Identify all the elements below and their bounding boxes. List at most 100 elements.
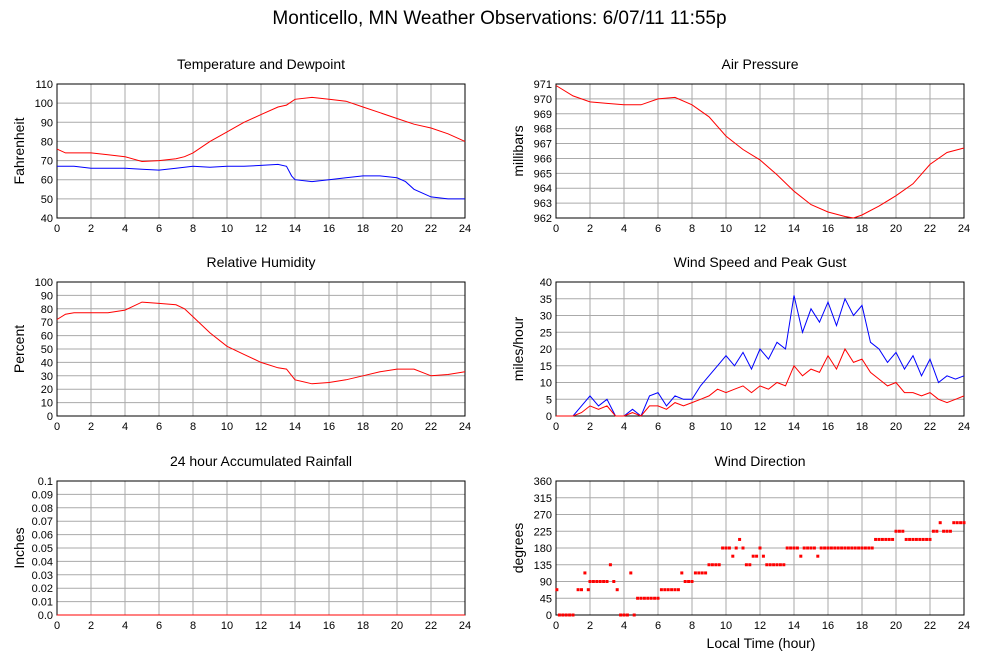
wind-direction-point [663,588,667,592]
wind-direction-point [826,546,830,550]
wind-direction-frame [555,480,965,616]
wind-direction-point [734,546,738,550]
wind-direction-point [700,571,704,575]
rainfall-ytick-label: 0.09 [32,489,53,501]
temperature-ytick-label: 110 [35,79,53,91]
humidity-ytick-label: 50 [41,344,53,356]
temperature-ytick-label: 40 [41,213,53,225]
wind-direction-xtick-label: 24 [958,620,970,632]
wind-direction-xtick-label: 0 [553,620,559,632]
wind-speed-title: Wind Speed and Peak Gust [674,254,847,270]
wind-direction-point [707,563,711,567]
wind-direction-point [619,613,623,617]
pressure-xtick-label: 0 [553,223,559,235]
wind-direction-point [710,563,714,567]
wind-direction-point [911,537,915,541]
rainfall-ytick-label: 0.04 [32,556,53,568]
temperature-xtick-label: 20 [391,223,403,235]
pressure-ytick-label: 970 [534,94,552,106]
wind-speed-ytick-label: 10 [540,378,552,390]
wind-direction-xtick-label: 10 [720,620,732,632]
wind-direction-point [731,554,735,558]
wind-direction-point [602,580,606,583]
wind-direction-xtick-label: 16 [822,620,834,632]
pressure-title: Air Pressure [721,56,798,72]
wind-direction-point [605,580,609,583]
wind-direction-point [683,580,687,583]
wind-direction-point [649,596,653,600]
pressure-xtick-label: 2 [587,223,593,235]
wind-direction-ytick-label: 270 [534,510,552,522]
wind-direction-point [555,588,559,592]
temperature-xtick-label: 0 [54,223,60,235]
wind-direction-point [833,546,837,550]
humidity-ytick-label: 40 [41,357,53,369]
temperature-ytick-label: 70 [41,156,53,168]
wind-direction-point [761,554,765,558]
rainfall-ytick-label: 0.01 [32,597,53,609]
wind-direction-point [659,588,663,592]
wind-direction-point [962,521,966,525]
page-title: Monticello, MN Weather Observations: 6/0… [272,8,727,29]
wind-direction-point [874,537,878,541]
humidity-series-1-line [56,301,466,385]
pressure-ytick-label: 967 [534,139,552,151]
wind-direction-point [802,546,806,550]
humidity-xtick-label: 6 [156,421,162,433]
wind-direction-point [942,529,946,533]
wind-direction-point [775,563,779,567]
rainfall-xtick-label: 6 [156,620,162,632]
wind-direction-point [846,546,850,550]
wind-speed-ytick-label: 0 [546,411,552,423]
wind-direction-point [632,613,636,617]
humidity-xtick-label: 4 [122,421,128,433]
wind-direction-point [880,537,884,541]
wind-speed-xtick-label: 20 [890,421,902,433]
pressure-xtick-label: 20 [890,223,902,235]
rainfall-ytick-label: 0.0 [38,610,53,622]
temperature-ytick-label: 50 [41,194,53,206]
wind-direction-xtick-label: 6 [655,620,661,632]
wind-direction-ytick-label: 0 [546,610,552,622]
wind-direction-point [850,546,854,550]
wind-direction-point [782,563,786,567]
wind-speed-frame [555,281,965,417]
wind-direction-title: Wind Direction [714,453,805,469]
rainfall-title: 24 hour Accumulated Rainfall [170,453,352,469]
rainfall-xtick-label: 0 [54,620,60,632]
temperature-ylabel: Fahrenheit [11,117,27,184]
rainfall-ytick-label: 0.08 [32,503,53,515]
wind-direction-point [755,554,759,558]
wind-direction-point [867,546,871,550]
pressure-xtick-label: 6 [655,223,661,235]
wind-direction-point [955,521,959,525]
wind-direction-point [744,563,748,567]
wind-direction-point [727,546,731,550]
wind-direction-point [680,571,684,575]
wind-direction-point [935,529,939,533]
wind-direction-point [557,613,561,617]
wind-direction-point [959,521,963,525]
humidity-ytick-label: 30 [41,371,53,383]
wind-direction-point [583,571,587,575]
humidity-xtick-label: 8 [190,421,196,433]
humidity-ytick-label: 100 [35,277,53,289]
temperature-xtick-label: 12 [255,223,267,235]
pressure-xtick-label: 12 [754,223,766,235]
temperature-series-2-line [57,163,465,200]
wind-direction-point [904,537,908,541]
humidity-xtick-label: 20 [391,421,403,433]
pressure-xtick-label: 22 [924,223,936,235]
rainfall-xtick-label: 24 [459,620,471,632]
wind-direction-ytick-label: 225 [534,526,552,538]
wind-direction-point [639,596,643,600]
humidity-xtick-label: 2 [88,421,94,433]
wind-direction-point [751,554,755,558]
wind-direction-point [615,588,619,592]
humidity-ylabel: Percent [11,325,27,373]
wind-direction-point [894,529,898,533]
wind-direction-xtick-label: 22 [924,620,936,632]
pressure-ytick-label: 965 [534,168,552,180]
